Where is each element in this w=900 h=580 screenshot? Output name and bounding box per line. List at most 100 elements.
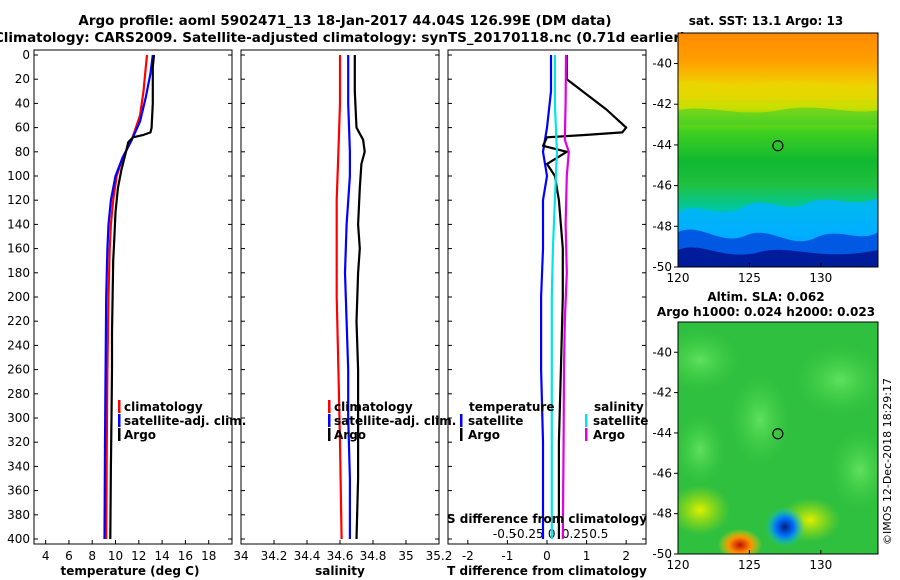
depth-tick-label: 20 xyxy=(15,72,30,86)
map-x-tick-label: 125 xyxy=(738,271,761,285)
sla-map-field xyxy=(678,322,878,554)
legend-swatch-s-argo xyxy=(585,428,588,441)
legend-swatch-climatology xyxy=(118,400,121,413)
salinity-axis-label: salinity xyxy=(315,564,365,578)
depth-tick-label: 360 xyxy=(7,484,30,498)
depth-tick-label: 400 xyxy=(7,532,30,546)
x-tick-label: 1 xyxy=(583,549,591,563)
x-tick-label: 35 xyxy=(398,549,413,563)
salinity-legend: climatology satellite-adj. clim. Argo xyxy=(328,400,456,442)
x-tick-label: 34 xyxy=(233,549,248,563)
sst-map-frame xyxy=(677,32,879,268)
map-y-tick-label: -44 xyxy=(652,138,672,152)
map-x-tick-label: 120 xyxy=(667,558,690,572)
depth-tick-label: 60 xyxy=(15,121,30,135)
series-line-satellite-adj-clim- xyxy=(103,54,154,540)
profile-plots: 4 6 8 10 12 14 16 18 34 34.2 34.4 34.6 34.8 35 35.2 -2-… xyxy=(34,54,646,563)
depth-tick-label: 380 xyxy=(7,508,30,522)
s-difference-axis-label: S difference from climatology xyxy=(447,512,647,526)
legend-label-argo: Argo xyxy=(124,428,156,442)
depth-tick-label: 340 xyxy=(7,459,30,473)
legend-label-satellite-adj: satellite-adj. clim. xyxy=(334,414,456,428)
sst-map-field xyxy=(678,33,878,267)
sla-map-title: Altim. SLA: 0.062 xyxy=(707,290,824,304)
series-line-argo xyxy=(109,54,156,540)
map-x-tick-label: 120 xyxy=(667,271,690,285)
series-line-salinity-argo xyxy=(561,54,570,540)
figure-title-line-2: Climatology: CARS2009. Satellite-adjuste… xyxy=(0,30,686,46)
depth-tick-label: 280 xyxy=(7,387,30,401)
sla-map-frame xyxy=(677,321,879,555)
sst-map-axes: 120 125 130 -40 -42 -44 -46 -48 -50 xyxy=(652,57,832,285)
depth-tick-label: 160 xyxy=(7,242,30,256)
x-tick-label: 35.2 xyxy=(426,549,453,563)
s-diff-tick-label: 0.5 xyxy=(589,527,608,541)
depth-tick-label: 220 xyxy=(7,314,30,328)
s-diff-tick-label: 0.25 xyxy=(562,527,589,541)
x-tick-label: 10 xyxy=(108,549,123,563)
sla-map-axes: 120 125 130 -40 -42 -44 -46 -48 -50 xyxy=(652,345,832,572)
temperature-legend: climatology satellite-adj. clim. Argo xyxy=(118,400,246,442)
x-tick-label: 34.2 xyxy=(261,549,288,563)
series-line-salinity-satellite xyxy=(550,55,558,539)
map-y-tick-label: -50 xyxy=(652,547,672,561)
x-tick-label: 34.4 xyxy=(294,549,321,563)
difference-legend-salinity: salinity satellite Argo xyxy=(585,400,648,442)
figure-title-line-1: Argo profile: aoml 5902471_13 18-Jan-201… xyxy=(78,13,611,29)
legend-label-s-satellite: satellite xyxy=(593,414,648,428)
depth-tick-label: 140 xyxy=(7,217,30,231)
depth-tick-label: 300 xyxy=(7,411,30,425)
x-tick-label: 6 xyxy=(65,549,73,563)
depth-tick-label: 40 xyxy=(15,96,30,110)
legend-title-temperature: temperature xyxy=(469,400,554,414)
legend-swatch-argo xyxy=(118,428,121,441)
difference-legend-temperature: temperature satellite Argo xyxy=(460,400,554,442)
legend-label-satellite-adj: satellite-adj. clim. xyxy=(124,414,246,428)
x-tick-label: -2 xyxy=(462,549,474,563)
map-x-tick-label: 125 xyxy=(738,558,761,572)
map-y-tick-label: -44 xyxy=(652,426,672,440)
legend-swatch-argo xyxy=(328,428,331,441)
map-y-tick-label: -40 xyxy=(652,345,672,359)
legend-swatch-climatology xyxy=(328,400,331,413)
depth-tick-label: 100 xyxy=(7,169,30,183)
x-tick-label: 34.8 xyxy=(360,549,387,563)
series-line-temperature-satellite xyxy=(540,55,553,539)
depth-tick-label: 320 xyxy=(7,435,30,449)
map-y-tick-label: -46 xyxy=(652,179,672,193)
x-tick-label: -1 xyxy=(501,549,513,563)
series-line-climatology xyxy=(335,55,343,540)
legend-label-climatology: climatology xyxy=(334,400,413,414)
sla-map-subtitle: Argo h1000: 0.024 h2000: 0.023 xyxy=(657,305,875,319)
x-tick-label: 12 xyxy=(131,549,146,563)
legend-label-t-satellite: satellite xyxy=(468,414,523,428)
legend-swatch-t-satellite xyxy=(460,414,463,427)
legend-swatch-satellite-adj xyxy=(328,414,331,427)
depth-tick-label: 80 xyxy=(15,145,30,159)
depth-tick-label: 260 xyxy=(7,363,30,377)
imos-credit: ©IMOS 12-Dec-2018 18:29:17 xyxy=(881,378,894,545)
legend-label-s-argo: Argo xyxy=(593,428,625,442)
map-y-tick-label: -46 xyxy=(652,466,672,480)
depth-tick-label: 200 xyxy=(7,290,30,304)
map-y-tick-label: -42 xyxy=(652,386,672,400)
temperature-axis-label: temperature (deg C) xyxy=(61,564,200,578)
map-y-tick-label: -42 xyxy=(652,97,672,111)
x-tick-label: 2 xyxy=(622,549,630,563)
argo-location-marker xyxy=(772,428,784,440)
temperature-panel xyxy=(33,49,233,545)
series-line-argo xyxy=(353,55,366,540)
map-x-tick-label: 130 xyxy=(809,271,832,285)
series-line-satellite-adj-clim- xyxy=(343,55,351,539)
map-y-tick-label: -40 xyxy=(652,57,672,71)
t-difference-axis-label: T difference from climatology xyxy=(447,564,647,578)
series-line-climatology xyxy=(105,54,149,540)
x-tick-label: 34.6 xyxy=(327,549,354,563)
x-tick-label: 18 xyxy=(201,549,216,563)
s-diff-tick-label: -0.25 xyxy=(513,527,544,541)
x-tick-label: 14 xyxy=(154,549,169,563)
legend-swatch-satellite-adj xyxy=(118,414,121,427)
map-y-tick-label: -48 xyxy=(652,507,672,521)
x-tick-label: 0 xyxy=(543,549,551,563)
